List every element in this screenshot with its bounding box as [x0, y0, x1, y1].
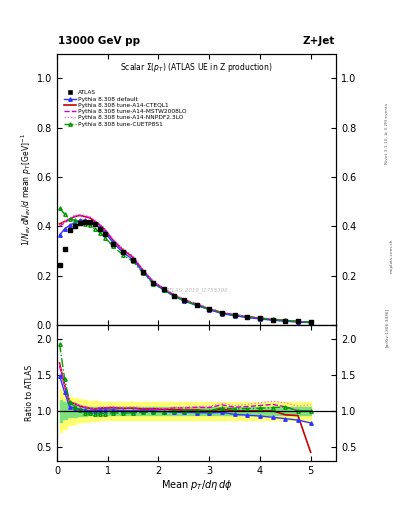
Point [56, 261, 62, 269]
Text: mcplots.cern.ch: mcplots.cern.ch [390, 239, 393, 273]
Text: Rivet 3.1.10, ≥ 3.2M events: Rivet 3.1.10, ≥ 3.2M events [385, 102, 389, 164]
Point [82, 218, 88, 226]
Text: Z+Jet: Z+Jet [303, 36, 335, 46]
Point [282, 316, 288, 325]
Point [171, 291, 177, 300]
Point [219, 309, 225, 317]
Point [270, 315, 276, 324]
Point [244, 313, 250, 321]
Point [206, 305, 212, 313]
Y-axis label: Ratio to ATLAS: Ratio to ATLAS [25, 365, 34, 421]
Point [72, 222, 78, 230]
X-axis label: Mean $p_T/d\eta\,d\phi$: Mean $p_T/d\eta\,d\phi$ [161, 478, 232, 493]
Point [231, 311, 238, 319]
Point [307, 318, 314, 326]
Point [257, 314, 263, 323]
Point [110, 240, 116, 248]
Point [87, 218, 93, 226]
Legend: ATLAS, Pythia 8.308 default, Pythia 8.308 tune-A14-CTEQL1, Pythia 8.308 tune-A14: ATLAS, Pythia 8.308 default, Pythia 8.30… [63, 89, 187, 128]
Point [130, 255, 136, 264]
Text: [arXiv:1306.3436]: [arXiv:1306.3436] [385, 308, 389, 347]
Text: ATLAS_2019_I1755396: ATLAS_2019_I1755396 [165, 287, 228, 292]
Point [97, 225, 103, 233]
Point [102, 230, 108, 238]
Point [193, 301, 200, 309]
Point [295, 317, 301, 326]
Point [92, 220, 98, 228]
Point [77, 219, 83, 227]
Text: 13000 GeV pp: 13000 GeV pp [58, 36, 140, 46]
Point [61, 245, 68, 253]
Point [140, 268, 146, 276]
Point [181, 296, 187, 305]
Text: Scalar $\Sigma(p_T)$ (ATLAS UE in Z production): Scalar $\Sigma(p_T)$ (ATLAS UE in Z prod… [120, 60, 273, 74]
Y-axis label: $1/N_{ev}\,dN_{ev}/d$ mean $p_T\,[\mathrm{GeV}]^{-1}$: $1/N_{ev}\,dN_{ev}/d$ mean $p_T\,[\mathr… [20, 133, 34, 246]
Point [66, 226, 73, 234]
Point [150, 279, 156, 287]
Point [160, 285, 167, 293]
Point [120, 248, 126, 257]
